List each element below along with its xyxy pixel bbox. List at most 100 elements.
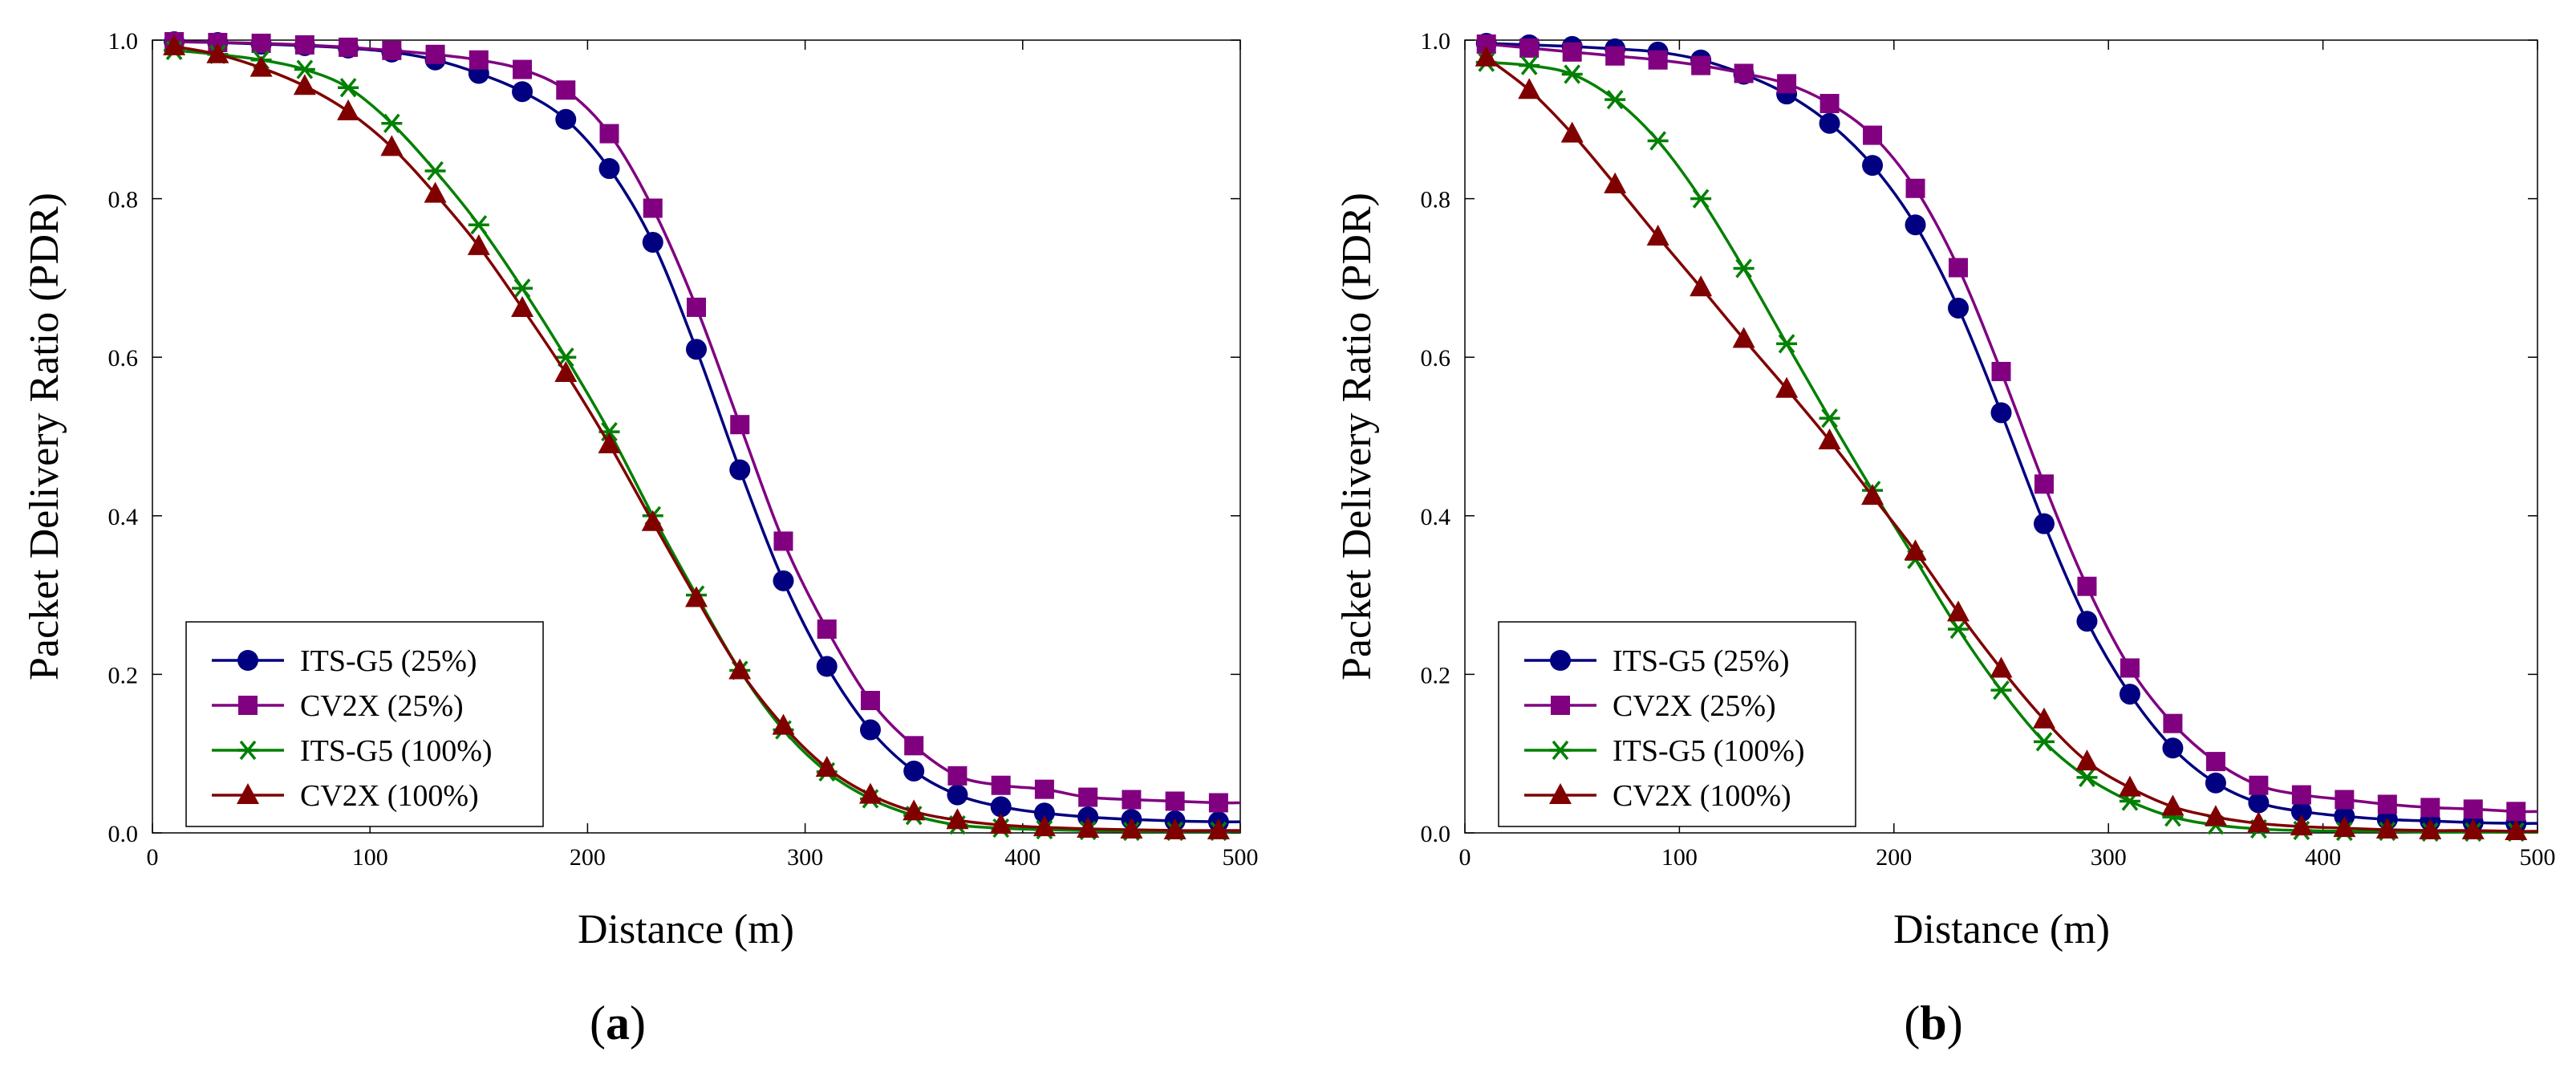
data-point xyxy=(1990,656,2013,678)
legend-item: ITS-G5 (100%) xyxy=(212,734,493,768)
data-point xyxy=(1818,428,1841,449)
x-tick-label: 400 xyxy=(2305,844,2341,871)
y-axis-title: Packet Delivery Ratio (PDR) xyxy=(1334,193,1380,680)
data-point xyxy=(1519,55,1540,75)
legend-item: CV2X (25%) xyxy=(212,689,464,723)
legend-marker xyxy=(238,696,258,715)
data-point xyxy=(1949,258,1969,278)
data-point xyxy=(816,656,838,677)
legend-marker xyxy=(237,650,258,671)
data-point xyxy=(1122,790,1142,810)
legend-label: ITS-G5 (100%) xyxy=(300,734,493,768)
data-point xyxy=(2076,611,2098,632)
data-point xyxy=(685,586,708,607)
data-point xyxy=(2034,474,2054,494)
y-tick-label: 0.2 xyxy=(108,662,139,688)
data-point xyxy=(206,42,229,63)
data-point xyxy=(1990,402,2012,424)
panel-label: (a) xyxy=(590,997,646,1050)
legend-item: CV2X (100%) xyxy=(1524,779,1791,813)
data-point xyxy=(817,619,837,640)
data-point xyxy=(730,415,750,435)
data-point xyxy=(991,775,1011,795)
data-point xyxy=(1519,38,1540,58)
data-point xyxy=(2248,792,2270,814)
data-point xyxy=(1690,275,1713,297)
y-tick-label: 0.6 xyxy=(1421,345,1451,372)
data-point xyxy=(2119,684,2140,705)
data-point xyxy=(1948,297,1970,319)
legend-label: CV2X (25%) xyxy=(1613,689,1776,723)
data-point xyxy=(425,44,445,64)
data-point xyxy=(294,59,315,79)
legend-label: ITS-G5 (100%) xyxy=(1613,734,1805,768)
data-point xyxy=(380,135,404,156)
data-point xyxy=(294,35,314,55)
data-point xyxy=(1034,779,1054,799)
x-tick-label: 500 xyxy=(1223,844,1259,871)
legend-marker xyxy=(237,740,258,761)
data-point xyxy=(1691,55,1711,75)
data-point xyxy=(598,158,620,180)
legend-marker xyxy=(1550,740,1571,761)
data-point xyxy=(467,233,490,255)
data-point xyxy=(686,339,707,360)
data-point xyxy=(859,719,881,741)
data-point xyxy=(2118,775,2141,797)
data-point xyxy=(2120,658,2140,678)
data-point xyxy=(2290,801,2312,822)
y-tick-label: 0.8 xyxy=(1421,187,1451,213)
x-axis-title: Distance (m) xyxy=(578,907,794,952)
data-point xyxy=(2505,819,2528,841)
data-point xyxy=(1776,334,1798,354)
data-point xyxy=(1604,172,1627,193)
data-point xyxy=(468,215,489,235)
data-point xyxy=(1775,376,1799,398)
data-point xyxy=(815,755,838,777)
data-point xyxy=(2205,772,2226,794)
plot-frame xyxy=(152,39,1241,834)
panel-label: (b) xyxy=(1904,997,1962,1050)
y-tick-label: 1.0 xyxy=(1421,28,1451,55)
data-point xyxy=(2463,799,2483,819)
data-point xyxy=(947,765,968,786)
y-tick-label: 0.0 xyxy=(1421,821,1451,847)
series-2 xyxy=(1476,34,2538,822)
x-tick-label: 300 xyxy=(787,844,823,871)
data-point xyxy=(2377,794,2397,814)
data-point xyxy=(512,81,533,103)
data-point xyxy=(1207,818,1230,840)
legend-marker xyxy=(1550,650,1571,671)
data-point xyxy=(1165,791,1185,811)
data-point xyxy=(1863,125,1883,145)
data-point xyxy=(1990,680,2012,700)
legend-item: CV2X (100%) xyxy=(212,779,479,813)
data-point xyxy=(1777,74,1797,94)
data-point xyxy=(1734,63,1754,83)
data-point xyxy=(641,510,664,531)
data-point xyxy=(2419,818,2442,840)
data-point xyxy=(1948,619,1970,640)
data-point xyxy=(2161,794,2185,816)
plot-frame xyxy=(1464,39,2538,834)
x-tick-label: 100 xyxy=(352,844,388,871)
legend: ITS-G5 (25%) CV2X (25%) ITS-G5 (100%) CV2X … xyxy=(185,621,544,827)
data-point xyxy=(249,55,273,77)
data-point xyxy=(1647,131,1669,151)
legend: ITS-G5 (25%) CV2X (25%) ITS-G5 (100%) CV2X … xyxy=(1498,621,1856,827)
data-point xyxy=(1648,50,1668,70)
data-point xyxy=(860,691,880,711)
data-point xyxy=(1562,42,1582,62)
legend-item: ITS-G5 (100%) xyxy=(1524,734,1805,768)
series-2 xyxy=(164,31,1241,813)
data-point xyxy=(556,80,576,100)
series-4 xyxy=(163,34,1240,840)
data-point xyxy=(338,78,359,98)
data-point xyxy=(903,799,926,821)
data-point xyxy=(2290,814,2313,836)
data-point xyxy=(2204,805,2227,826)
legend-marker xyxy=(1551,696,1570,715)
data-point xyxy=(2375,818,2399,839)
data-point xyxy=(339,37,359,57)
data-point xyxy=(1905,214,1926,236)
